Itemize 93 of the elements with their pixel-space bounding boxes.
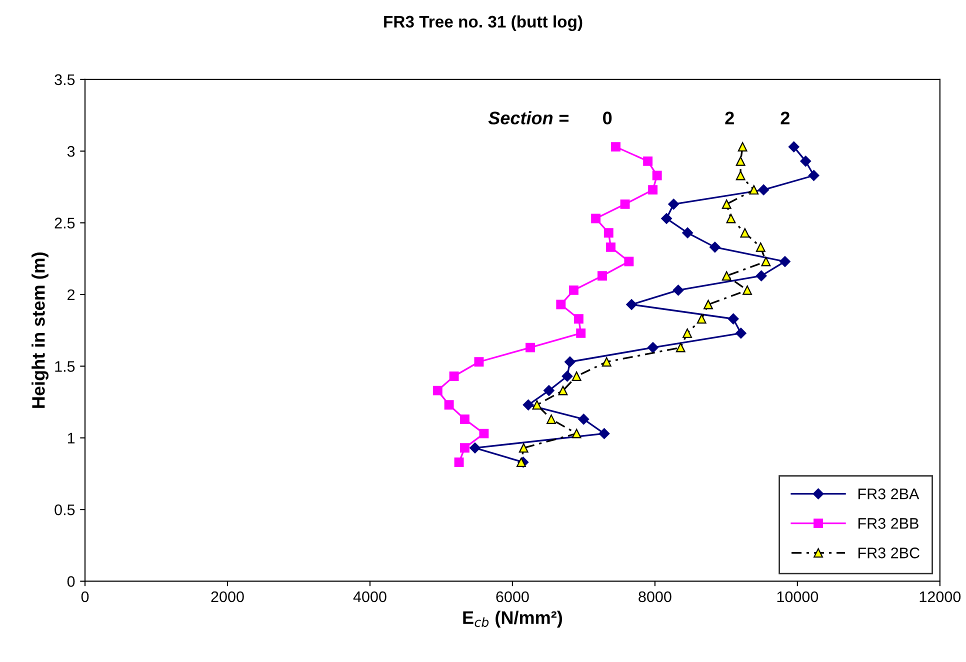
point [460, 443, 470, 453]
point [738, 142, 748, 152]
x-tick-label: 6000 [496, 591, 529, 602]
y-tick-label: 2 [68, 289, 75, 300]
point [572, 428, 582, 438]
point [546, 414, 556, 424]
legend-label: FR3 2BB [858, 518, 918, 529]
annotation: 2 [780, 112, 790, 124]
point [736, 170, 746, 180]
point [756, 242, 766, 252]
y-tick-label: 0 [67, 576, 75, 587]
x-tick-label: 10000 [777, 591, 818, 602]
point [543, 385, 554, 396]
point [643, 156, 653, 166]
point [591, 214, 601, 224]
point [808, 170, 820, 181]
point [722, 199, 732, 209]
x-tick-label: 8000 [638, 591, 672, 602]
point [682, 328, 692, 338]
point [460, 414, 470, 424]
x-tick-label: 0 [81, 591, 89, 602]
point [479, 428, 489, 438]
x-tick-label: 12000 [920, 591, 961, 602]
y-tick-label: 1 [68, 432, 75, 444]
point [526, 342, 535, 352]
point [449, 371, 459, 381]
point [620, 199, 630, 209]
point [709, 242, 720, 253]
y-tick-label: 3.5 [54, 74, 75, 86]
point [532, 400, 542, 410]
y-tick-label: 3 [67, 146, 75, 157]
legend-label: FR3 2BC [858, 548, 920, 558]
point [516, 458, 526, 467]
point [676, 342, 686, 352]
point [606, 242, 616, 252]
point [704, 300, 713, 310]
point [740, 228, 750, 238]
point [648, 185, 658, 195]
point [647, 342, 658, 354]
point [432, 386, 442, 396]
point [564, 356, 576, 368]
point [470, 442, 480, 454]
legend-label: FR3 2BA [858, 488, 920, 500]
point [518, 443, 528, 453]
point [578, 414, 590, 425]
point [722, 271, 732, 281]
chart-title: FR3 Tree no. 31 (butt log) [384, 15, 582, 31]
point [696, 314, 706, 324]
point [604, 228, 614, 238]
point [788, 141, 800, 152]
point [558, 386, 568, 396]
point [576, 328, 586, 338]
point [749, 185, 759, 195]
point [758, 184, 770, 196]
point [780, 256, 790, 267]
point [728, 313, 739, 324]
x-axis-title: E$_{cb}$ (N/mm²) [463, 610, 562, 628]
point [574, 314, 584, 324]
x-tick-label: 2000 [211, 591, 244, 602]
y-axis-title: Height in stem (m) [32, 252, 48, 408]
point [624, 256, 634, 266]
point [602, 357, 612, 367]
point [761, 256, 771, 266]
point [742, 285, 752, 295]
point [756, 270, 767, 282]
point [569, 285, 578, 295]
point [736, 156, 746, 166]
y-tick-label: 1.5 [55, 361, 75, 372]
point [800, 156, 812, 167]
point [522, 399, 534, 410]
annotation: Section = [488, 111, 568, 124]
y-tick-label: 0.5 [54, 504, 75, 516]
point [562, 370, 573, 382]
point [726, 214, 736, 224]
point [668, 198, 680, 210]
point [444, 400, 454, 410]
point [454, 458, 464, 467]
point [652, 170, 662, 180]
point [735, 328, 746, 339]
x-tick-label: 4000 [353, 591, 386, 602]
point [661, 213, 672, 224]
point [572, 371, 582, 381]
point [682, 227, 694, 238]
point [474, 357, 484, 367]
annotation: 0 [603, 112, 612, 124]
point [672, 284, 684, 296]
point [598, 271, 607, 281]
point [556, 300, 566, 310]
point [611, 142, 620, 152]
y-tick-label: 2.5 [54, 218, 75, 228]
point [626, 299, 638, 310]
point [598, 428, 610, 440]
annotation: 2 [725, 112, 734, 124]
